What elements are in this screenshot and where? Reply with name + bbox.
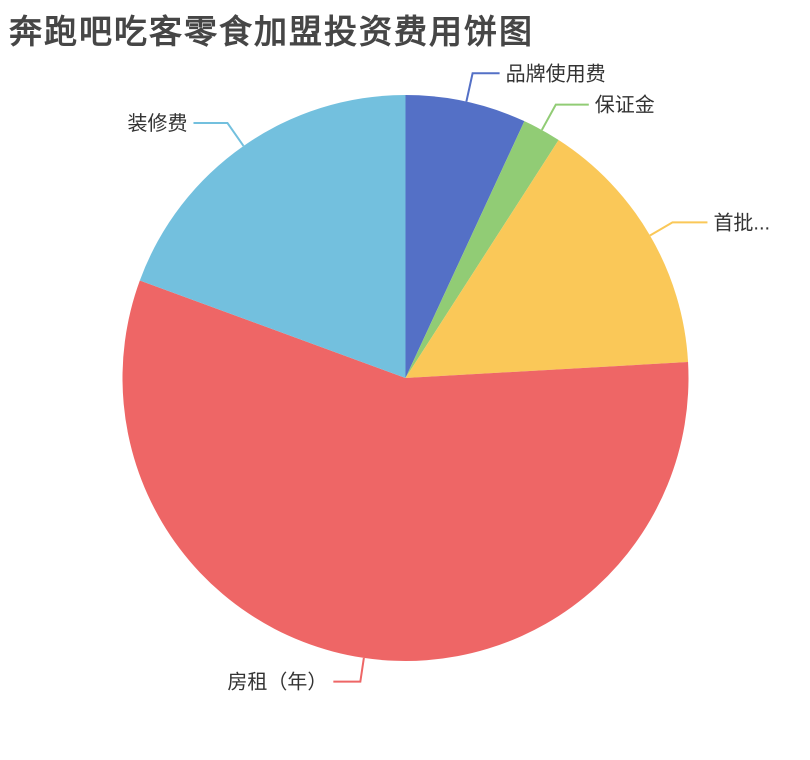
slice-label-brand-usage-fee: 品牌使用费: [506, 62, 606, 85]
label-line-deposit: [540, 103, 589, 131]
pie-slice-annual-rent[interactable]: [122, 280, 689, 662]
slice-label-annual-rent: 房租（年）: [227, 671, 327, 694]
label-line-first-batch: [649, 221, 708, 237]
label-line-annual-rent: [333, 657, 365, 683]
pie-slice-deposit[interactable]: [405, 121, 559, 378]
chart-title: 奔跑吧吃客零食加盟投资费用饼图: [9, 13, 534, 50]
pie-slice-brand-usage-fee[interactable]: [405, 95, 525, 378]
slice-label-first-batch: 首批...: [713, 211, 770, 234]
label-line-renovation-fee: [193, 121, 245, 147]
pie-slice-renovation-fee[interactable]: [139, 95, 406, 378]
pie-slice-first-batch[interactable]: [405, 140, 689, 378]
slice-label-deposit: 保证金: [595, 94, 655, 117]
label-line-brand-usage-fee: [465, 72, 500, 102]
slice-label-renovation-fee: 装修费: [127, 112, 187, 135]
